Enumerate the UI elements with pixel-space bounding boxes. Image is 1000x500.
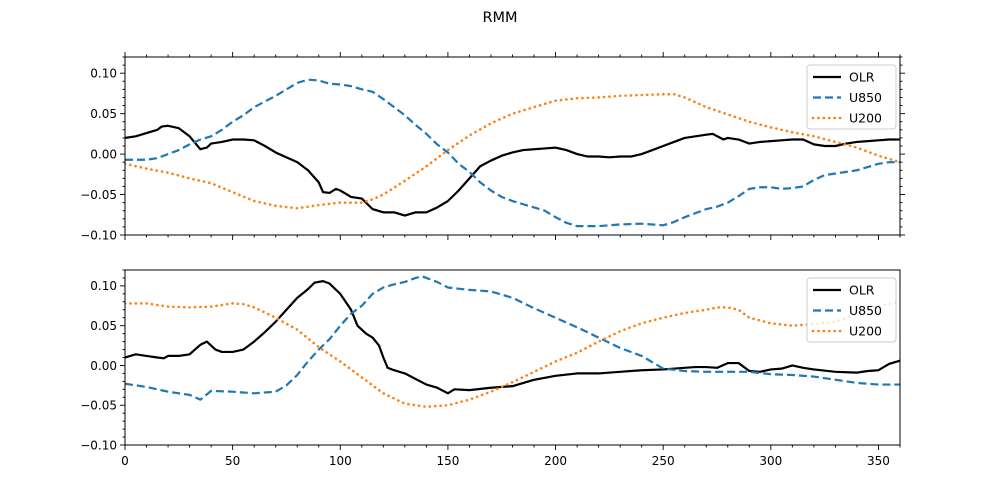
y-tick-label: 0.00	[90, 147, 117, 161]
series-line-u850	[125, 78, 900, 228]
y-tick-label: 0.00	[90, 359, 117, 373]
x-tick-label: 200	[544, 454, 567, 468]
x-tick-label: 100	[329, 454, 352, 468]
y-tick-label: 0.10	[90, 279, 117, 293]
x-tick-label: 0	[121, 454, 129, 468]
legend: OLR U850 U200	[806, 64, 897, 130]
legend-label: U200	[849, 324, 882, 339]
legend-frame	[806, 277, 897, 343]
y-tick-label: −0.10	[80, 438, 117, 452]
series-line-u200	[125, 300, 900, 409]
series-group	[125, 275, 900, 409]
chart-title: RMM	[482, 10, 517, 26]
series-line-u850	[125, 275, 900, 401]
subplot-bottom: 0.10 0.05 0.00 −0.05 −0.10 0 50 100 150 200 250 300…	[80, 269, 901, 468]
legend-label: U200	[849, 111, 882, 126]
legend-label: U850	[849, 90, 882, 105]
axes-frame	[124, 56, 901, 236]
y-tick-label: 0.05	[90, 107, 117, 121]
legend-label: U850	[849, 303, 882, 318]
series-line-u200	[125, 92, 900, 210]
y-tick-label: −0.05	[80, 399, 117, 413]
legend-label: OLR	[849, 70, 875, 85]
y-tick-label: 0.05	[90, 319, 117, 333]
legend-frame	[806, 64, 897, 130]
tick-marks	[120, 269, 901, 450]
tick-marks	[120, 52, 905, 240]
legend: OLR U850 U200	[806, 277, 897, 343]
series-line-olr	[125, 124, 900, 217]
x-tick-label: 50	[225, 454, 240, 468]
axes-frame	[124, 269, 901, 446]
y-tick-label: 0.10	[90, 66, 117, 80]
x-tick-label: 300	[759, 454, 782, 468]
subplot-top: 0.10 0.05 0.00 −0.05 −0.10 OLR U850 U200	[80, 52, 905, 242]
y-tick-label: −0.10	[80, 228, 117, 242]
x-tick-label: 350	[867, 454, 890, 468]
legend-label: OLR	[849, 283, 875, 298]
series-group	[125, 78, 900, 228]
x-tick-label: 250	[652, 454, 675, 468]
x-tick-label: 150	[436, 454, 459, 468]
series-line-olr	[125, 280, 900, 395]
y-tick-label: −0.05	[80, 188, 117, 202]
